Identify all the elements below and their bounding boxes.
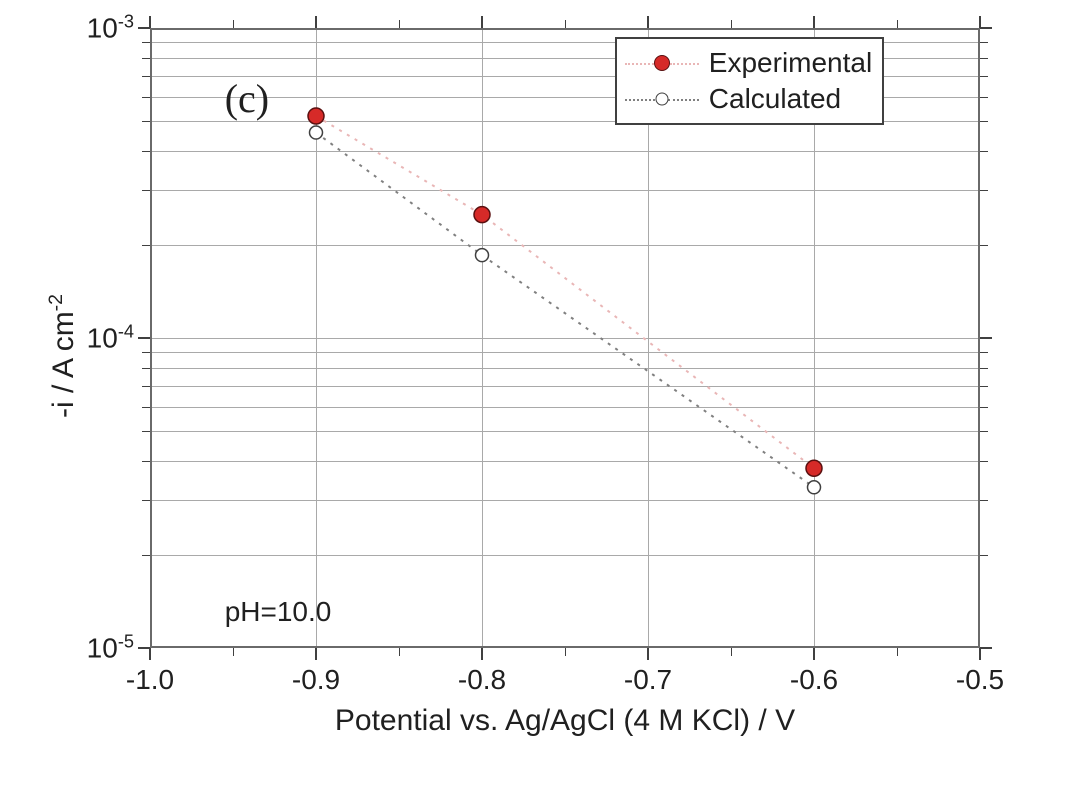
- y-minor-tick-right: [980, 151, 988, 152]
- y-minor-tick: [142, 121, 150, 122]
- x-tick-top: [813, 16, 815, 28]
- x-minor-tick-top: [233, 20, 234, 28]
- x-tick-label: -1.0: [126, 664, 174, 696]
- x-tick-label: -0.6: [790, 664, 838, 696]
- y-minor-tick-right: [980, 386, 988, 387]
- x-minor-tick-top: [399, 20, 400, 28]
- y-minor-tick-right: [980, 461, 988, 462]
- x-tick-label: -0.8: [458, 664, 506, 696]
- x-minor-tick-top: [897, 20, 898, 28]
- y-minor-tick: [142, 368, 150, 369]
- x-tick-label: -0.5: [956, 664, 1004, 696]
- y-axis-label: -i / A cm-2: [45, 294, 81, 418]
- x-tick: [149, 648, 151, 660]
- y-minor-tick-right: [980, 500, 988, 501]
- y-minor-tick-right: [980, 121, 988, 122]
- legend-label: Experimental: [709, 47, 872, 79]
- x-tick: [315, 648, 317, 660]
- y-minor-tick: [142, 407, 150, 408]
- y-minor-tick: [142, 245, 150, 246]
- y-minor-tick: [142, 555, 150, 556]
- y-tick: [138, 647, 150, 649]
- y-minor-tick-right: [980, 190, 988, 191]
- x-tick: [813, 648, 815, 660]
- y-minor-tick-right: [980, 42, 988, 43]
- y-minor-tick-right: [980, 76, 988, 77]
- legend-marker-icon: [654, 55, 670, 71]
- y-tick: [138, 337, 150, 339]
- legend: Experimental Calculated: [615, 37, 884, 125]
- legend-sample: [625, 89, 699, 109]
- y-tick-label: 10-5: [70, 631, 134, 664]
- y-minor-tick-right: [980, 352, 988, 353]
- y-minor-tick: [142, 58, 150, 59]
- y-minor-tick: [142, 386, 150, 387]
- legend-label: Calculated: [709, 83, 841, 115]
- y-tick-label: 10-3: [70, 11, 134, 44]
- y-minor-tick-right: [980, 407, 988, 408]
- y-minor-tick: [142, 461, 150, 462]
- x-tick-top: [647, 16, 649, 28]
- y-minor-tick: [142, 151, 150, 152]
- y-tick-right: [980, 337, 992, 339]
- x-minor-tick: [897, 648, 898, 656]
- x-tick-label: -0.9: [292, 664, 340, 696]
- y-minor-tick: [142, 76, 150, 77]
- x-tick-top: [315, 16, 317, 28]
- plot-area: (c) pH=10.0 Experimental Calculated: [150, 28, 980, 648]
- y-minor-tick: [142, 352, 150, 353]
- y-tick-right: [980, 647, 992, 649]
- y-minor-tick-right: [980, 368, 988, 369]
- x-minor-tick: [731, 648, 732, 656]
- y-minor-tick-right: [980, 245, 988, 246]
- y-minor-tick: [142, 431, 150, 432]
- x-tick: [481, 648, 483, 660]
- x-minor-tick: [233, 648, 234, 656]
- y-tick-right: [980, 27, 992, 29]
- x-minor-tick-top: [565, 20, 566, 28]
- legend-entry: Experimental: [625, 45, 872, 81]
- x-tick-label: -0.7: [624, 664, 672, 696]
- x-minor-tick: [565, 648, 566, 656]
- y-minor-tick: [142, 97, 150, 98]
- y-minor-tick-right: [980, 431, 988, 432]
- x-minor-tick: [399, 648, 400, 656]
- annotation-ph: pH=10.0: [225, 596, 332, 628]
- panel-label: (c): [225, 75, 269, 122]
- x-axis-label: Potential vs. Ag/AgCl (4 M KCl) / V: [150, 704, 980, 738]
- y-minor-tick: [142, 500, 150, 501]
- y-minor-tick: [142, 42, 150, 43]
- y-minor-tick-right: [980, 555, 988, 556]
- x-tick: [647, 648, 649, 660]
- x-minor-tick-top: [731, 20, 732, 28]
- y-minor-tick-right: [980, 58, 988, 59]
- x-tick: [979, 648, 981, 660]
- y-tick: [138, 27, 150, 29]
- y-minor-tick-right: [980, 97, 988, 98]
- legend-marker-icon: [655, 93, 668, 106]
- legend-sample: [625, 53, 699, 73]
- legend-entry: Calculated: [625, 81, 872, 117]
- figure: (c) pH=10.0 Experimental Calculated -1.0 -…: [0, 0, 1077, 797]
- x-tick-top: [481, 16, 483, 28]
- y-minor-tick: [142, 190, 150, 191]
